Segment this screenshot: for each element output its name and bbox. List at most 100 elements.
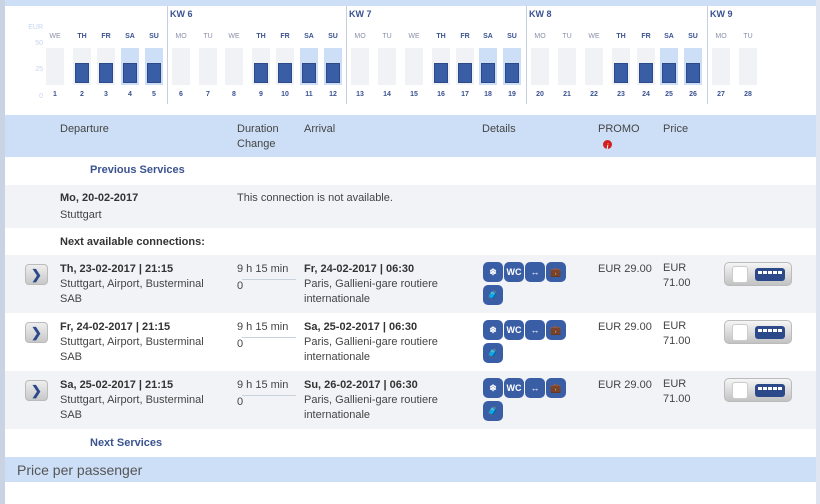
day-number: 16: [437, 91, 445, 98]
price-bar[interactable]: [75, 62, 89, 83]
checkbox[interactable]: [732, 266, 748, 283]
price-bar[interactable]: [614, 62, 628, 83]
day-price-column[interactable]: [378, 48, 396, 85]
weekday-label: FR: [641, 33, 651, 40]
luggage-icon[interactable]: 🧳: [483, 401, 503, 421]
day-price-column[interactable]: [712, 48, 730, 85]
price-bar[interactable]: [326, 62, 340, 83]
weekday-label: SA: [125, 33, 135, 40]
day-price-column[interactable]: [405, 48, 423, 85]
arrival-place: Paris, Gallieni-gare routiere internatio…: [304, 394, 438, 421]
legroom-icon[interactable]: ↔: [525, 320, 545, 340]
price-bar[interactable]: [662, 62, 676, 83]
day-number: 2: [80, 91, 84, 98]
price-bar[interactable]: [639, 62, 653, 83]
day-price-column[interactable]: [432, 48, 450, 85]
expand-button[interactable]: ❯: [25, 264, 48, 285]
air-conditioning-icon[interactable]: ❄: [483, 320, 503, 340]
details-icons: ❄ WC ↔ 💼 🧳: [483, 262, 583, 308]
price-bar[interactable]: [302, 62, 316, 83]
hand-luggage-icon[interactable]: 💼: [546, 320, 566, 340]
header-price: Price: [663, 123, 689, 135]
day-price-column[interactable]: [660, 48, 678, 85]
price-bar[interactable]: [481, 62, 495, 83]
price-bar[interactable]: [278, 62, 292, 83]
day-price-column[interactable]: [585, 48, 603, 85]
price-bar[interactable]: [686, 62, 700, 83]
previous-services-link[interactable]: Previous Services: [90, 164, 185, 176]
day-price-column[interactable]: [121, 48, 139, 85]
expand-button[interactable]: ❯: [25, 322, 48, 343]
price-bar[interactable]: [458, 62, 472, 83]
day-price-column[interactable]: [324, 48, 342, 85]
legroom-icon[interactable]: ↔: [525, 378, 545, 398]
header-arrival: Arrival: [304, 123, 336, 135]
day-price-column[interactable]: [46, 48, 64, 85]
departure-place: Stuttgart, Airport, Busterminal SAB: [60, 336, 204, 363]
day-price-column[interactable]: [73, 48, 91, 85]
price-bar[interactable]: [505, 62, 519, 83]
checkbox[interactable]: [732, 324, 748, 341]
day-price-column[interactable]: [612, 48, 630, 85]
day-price-column[interactable]: [351, 48, 369, 85]
price-bar[interactable]: [99, 62, 113, 83]
day-price-column[interactable]: [479, 48, 497, 85]
week-label: KW 6: [170, 9, 193, 19]
day-price-column[interactable]: [503, 48, 521, 85]
price-bar[interactable]: [123, 62, 137, 83]
checkbox[interactable]: [732, 382, 748, 399]
unavailable-date: Mo, 20-02-2017: [60, 192, 139, 204]
wc-icon[interactable]: WC: [504, 378, 524, 398]
hand-luggage-icon[interactable]: 💼: [546, 378, 566, 398]
day-number: 6: [179, 91, 183, 98]
connection-row[interactable]: ❯ Sa, 25-02-2017 | 21:15 Stuttgart, Airp…: [5, 371, 816, 429]
select-connection-button[interactable]: [724, 378, 792, 402]
day-price-column[interactable]: [456, 48, 474, 85]
day-price-column[interactable]: [558, 48, 576, 85]
scrollbar[interactable]: [816, 0, 820, 504]
price-per-passenger-section[interactable]: Price per passenger: [5, 457, 816, 482]
price-bar[interactable]: [254, 62, 268, 83]
day-price-column[interactable]: [684, 48, 702, 85]
day-price-column[interactable]: [276, 48, 294, 85]
luggage-icon[interactable]: 🧳: [483, 285, 503, 305]
day-price-column[interactable]: [637, 48, 655, 85]
connection-row[interactable]: ❯ Fr, 24-02-2017 | 21:15 Stuttgart, Airp…: [5, 313, 816, 371]
arrival-datetime: Fr, 24-02-2017 | 06:30: [304, 263, 415, 275]
next-services-link[interactable]: Next Services: [90, 437, 163, 449]
day-price-column[interactable]: [225, 48, 243, 85]
connection-row[interactable]: ❯ Th, 23-02-2017 | 21:15 Stuttgart, Airp…: [5, 255, 816, 313]
day-price-column[interactable]: [172, 48, 190, 85]
day-price-column[interactable]: [97, 48, 115, 85]
day-number: 19: [508, 91, 516, 98]
day-price-column[interactable]: [531, 48, 549, 85]
day-number: 27: [717, 91, 725, 98]
day-price-column[interactable]: [300, 48, 318, 85]
air-conditioning-icon[interactable]: ❄: [483, 378, 503, 398]
price-bar[interactable]: [434, 62, 448, 83]
promo-info-icon[interactable]: i: [603, 140, 612, 151]
air-conditioning-icon[interactable]: ❄: [483, 262, 503, 282]
week-separator: [707, 6, 708, 104]
legroom-icon[interactable]: ↔: [525, 262, 545, 282]
day-price-column[interactable]: [252, 48, 270, 85]
unavailable-row: Mo, 20-02-2017 Stuttgart This connection…: [5, 185, 816, 228]
day-price-column[interactable]: [199, 48, 217, 85]
day-price-column[interactable]: [739, 48, 757, 85]
select-connection-button[interactable]: [724, 262, 792, 286]
price-bar[interactable]: [147, 62, 161, 83]
day-price-column[interactable]: [145, 48, 163, 85]
weekday-label: TU: [743, 33, 753, 40]
weekday-label: TH: [436, 33, 446, 40]
luggage-icon[interactable]: 🧳: [483, 343, 503, 363]
select-connection-button[interactable]: [724, 320, 792, 344]
details-icons: ❄ WC ↔ 💼 🧳: [483, 378, 583, 424]
departure-place: Stuttgart, Airport, Busterminal SAB: [60, 278, 204, 305]
weekday-label: SU: [688, 33, 698, 40]
expand-button[interactable]: ❯: [25, 380, 48, 401]
change-count: 0: [237, 280, 244, 292]
wc-icon[interactable]: WC: [504, 320, 524, 340]
wc-icon[interactable]: WC: [504, 262, 524, 282]
weekday-label: TH: [256, 33, 266, 40]
hand-luggage-icon[interactable]: 💼: [546, 262, 566, 282]
